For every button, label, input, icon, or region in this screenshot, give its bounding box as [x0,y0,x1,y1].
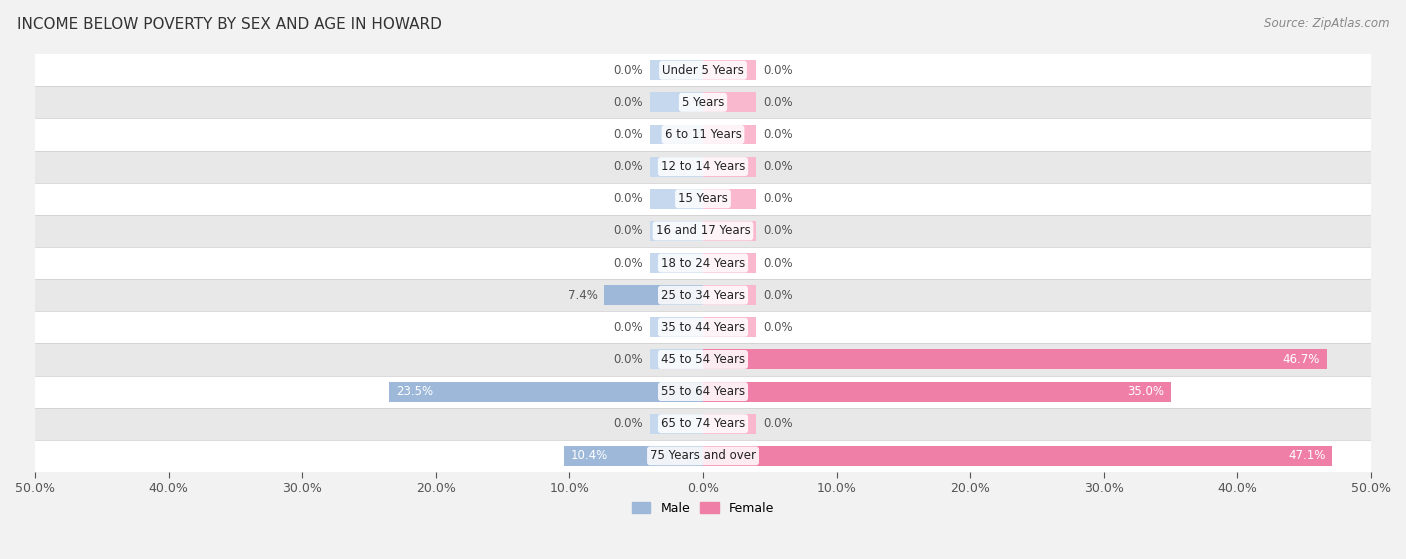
Text: 0.0%: 0.0% [763,224,793,238]
Text: 16 and 17 Years: 16 and 17 Years [655,224,751,238]
Text: 0.0%: 0.0% [763,192,793,205]
Text: 0.0%: 0.0% [763,96,793,109]
Text: 6 to 11 Years: 6 to 11 Years [665,128,741,141]
Text: 0.0%: 0.0% [613,417,643,430]
Text: 0.0%: 0.0% [613,128,643,141]
Text: 46.7%: 46.7% [1282,353,1320,366]
Bar [605,285,703,305]
Bar [35,343,1371,376]
Bar [650,92,703,112]
Text: 15 Years: 15 Years [678,192,728,205]
Bar [703,60,756,80]
Bar [650,189,703,209]
Bar [703,285,756,305]
Bar [703,349,1327,369]
Text: 0.0%: 0.0% [763,257,793,269]
Text: 0.0%: 0.0% [613,257,643,269]
Bar [703,92,756,112]
Bar [703,318,756,337]
Bar [650,157,703,177]
Text: Source: ZipAtlas.com: Source: ZipAtlas.com [1264,17,1389,30]
Text: INCOME BELOW POVERTY BY SEX AND AGE IN HOWARD: INCOME BELOW POVERTY BY SEX AND AGE IN H… [17,17,441,32]
Bar [703,221,756,241]
Text: 5 Years: 5 Years [682,96,724,109]
Legend: Male, Female: Male, Female [627,497,779,520]
Bar [650,125,703,144]
Bar [35,311,1371,343]
Text: 47.1%: 47.1% [1288,449,1326,462]
Bar [35,86,1371,119]
Text: 0.0%: 0.0% [763,417,793,430]
Text: 45 to 54 Years: 45 to 54 Years [661,353,745,366]
Bar [650,318,703,337]
Text: 0.0%: 0.0% [763,288,793,302]
Text: 23.5%: 23.5% [395,385,433,398]
Text: 18 to 24 Years: 18 to 24 Years [661,257,745,269]
Bar [703,446,1333,466]
Bar [389,382,703,401]
Bar [703,125,756,144]
Bar [650,60,703,80]
Text: 10.4%: 10.4% [571,449,607,462]
Text: 35 to 44 Years: 35 to 44 Years [661,321,745,334]
Bar [35,376,1371,408]
Text: 0.0%: 0.0% [613,224,643,238]
Bar [35,183,1371,215]
Text: 0.0%: 0.0% [613,321,643,334]
Bar [650,221,703,241]
Text: 55 to 64 Years: 55 to 64 Years [661,385,745,398]
Text: 0.0%: 0.0% [613,192,643,205]
Bar [650,349,703,369]
Bar [703,157,756,177]
Bar [564,446,703,466]
Text: 12 to 14 Years: 12 to 14 Years [661,160,745,173]
Text: 7.4%: 7.4% [568,288,598,302]
Text: 0.0%: 0.0% [613,353,643,366]
Bar [35,440,1371,472]
Text: 0.0%: 0.0% [613,160,643,173]
Text: 0.0%: 0.0% [613,96,643,109]
Bar [35,119,1371,150]
Bar [703,253,756,273]
Text: 0.0%: 0.0% [763,160,793,173]
Bar [650,253,703,273]
Bar [703,382,1171,401]
Text: 65 to 74 Years: 65 to 74 Years [661,417,745,430]
Text: 0.0%: 0.0% [763,64,793,77]
Text: 0.0%: 0.0% [763,128,793,141]
Bar [35,247,1371,279]
Text: 35.0%: 35.0% [1128,385,1164,398]
Bar [703,189,756,209]
Bar [35,408,1371,440]
Bar [35,150,1371,183]
Bar [35,54,1371,86]
Text: 75 Years and over: 75 Years and over [650,449,756,462]
Text: 0.0%: 0.0% [613,64,643,77]
Bar [703,414,756,434]
Text: Under 5 Years: Under 5 Years [662,64,744,77]
Bar [650,414,703,434]
Text: 25 to 34 Years: 25 to 34 Years [661,288,745,302]
Bar [35,279,1371,311]
Text: 0.0%: 0.0% [763,321,793,334]
Bar [35,215,1371,247]
